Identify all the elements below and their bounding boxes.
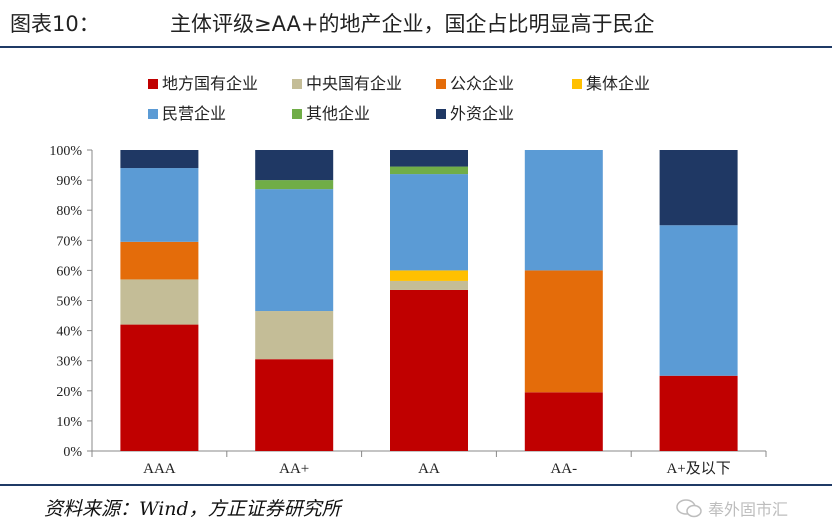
bar-segment-1-1 [255,311,334,360]
legend-swatch-6 [436,109,446,119]
bar-segment-0-2 [120,241,199,280]
bar-segment-1-5 [255,180,334,190]
source-note: 资料来源：Wind，方正证券研究所 [44,498,341,520]
x-tick-label: AA- [550,461,577,477]
x-tick-label: A+及以下 [666,461,730,477]
chart-title: 主体评级≥AA+的地产企业，国企占比明显高于民企 [170,12,655,36]
y-tick-label: 20% [56,385,82,400]
y-tick-label: 0% [63,445,82,460]
wechat-icon [676,499,702,518]
y-tick-label: 50% [56,295,82,310]
bar-segment-0-1 [120,279,199,325]
bar-segment-1-4 [255,189,334,312]
bar-segment-3-0 [524,392,603,451]
bar-segment-0-6 [120,150,199,169]
bar-segment-1-6 [255,150,334,181]
y-tick-label: 30% [56,355,82,370]
x-tick-label: AA+ [279,461,309,477]
x-tick-label: AA [418,461,440,477]
y-tick-label: 100% [49,144,82,159]
legend-swatch-4 [148,109,158,119]
bar-segment-1-0 [255,359,334,451]
legend-swatch-1 [292,79,302,89]
bar-segment-2-0 [390,289,468,451]
y-tick-label: 10% [56,415,82,430]
y-tick-label: 80% [56,204,82,219]
legend-label-0: 地方国有企业 [162,74,258,93]
bar-segment-3-2 [524,270,603,393]
x-tick-label: AAA [143,461,176,477]
legend-label-4: 民营企业 [162,104,226,123]
y-tick-label: 40% [56,325,82,340]
bar-segment-4-4 [659,225,738,376]
bar-segment-4-0 [659,375,738,451]
legend-label-2: 公众企业 [450,74,514,93]
legend-swatch-0 [148,79,158,89]
figure-title-bar: 图表10： 主体评级≥AA+的地产企业，国企占比明显高于民企 [0,0,832,48]
y-tick-label: 60% [56,264,82,279]
legend-swatch-5 [292,109,302,119]
bar-segment-3-4 [524,150,603,271]
legend-label-6: 外资企业 [450,104,514,123]
bar-segment-2-3 [390,270,468,281]
watermark: 奉外固市汇 [676,496,788,520]
bar-segment-0-4 [120,168,199,242]
legend-label-5: 其他企业 [306,104,370,123]
y-tick-label: 90% [56,174,82,189]
watermark-text: 奉外固市汇 [708,500,789,519]
bar-segment-0-0 [120,324,199,451]
figure-label: 图表10： [10,12,100,36]
legend-label-3: 集体企业 [586,74,650,93]
bar-segment-2-5 [390,166,468,175]
legend-label-1: 中央国有企业 [306,74,402,93]
footer: 资料来源：Wind，方正证券研究所 奉外固市汇 [0,484,832,524]
bar-segment-2-6 [390,150,468,167]
bar-segment-2-1 [390,280,468,290]
legend-swatch-3 [572,79,582,89]
bar-segment-2-4 [390,174,468,271]
legend-swatch-2 [436,79,446,89]
y-tick-label: 70% [56,234,82,249]
bar-segment-4-6 [659,150,738,226]
